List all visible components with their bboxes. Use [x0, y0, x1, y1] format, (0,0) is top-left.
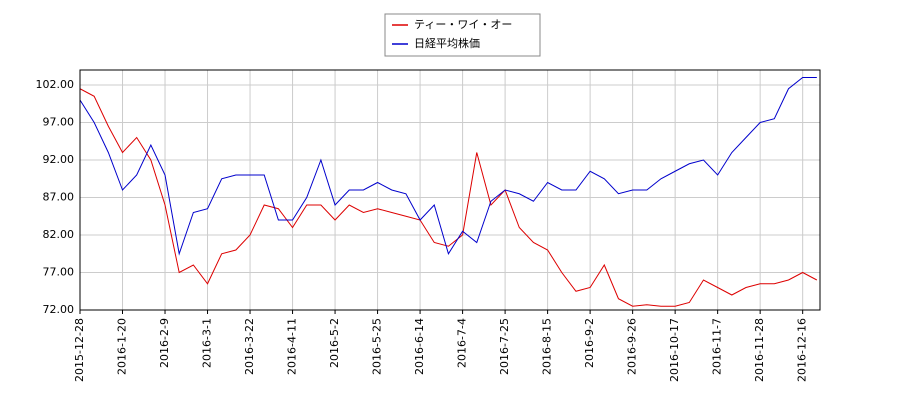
- legend-label: ティー・ワイ・オー: [414, 18, 512, 31]
- y-tick-label: 72.00: [43, 303, 75, 316]
- y-tick-label: 77.00: [43, 266, 75, 279]
- x-tick-label: 2016-6-14: [413, 318, 426, 375]
- x-tick-label: 2016-5-2: [328, 318, 341, 368]
- x-tick-label: 2016-3-22: [243, 318, 256, 375]
- x-tick-label: 2016-12-16: [796, 318, 809, 382]
- x-tick-label: 2016-7-4: [456, 318, 469, 368]
- x-tick-label: 2016-8-15: [541, 318, 554, 375]
- plot-area: [79, 69, 821, 311]
- y-tick-label: 87.00: [43, 191, 75, 204]
- series-line: [79, 77, 817, 256]
- x-tick-label: 2015-12-28: [73, 318, 86, 382]
- plot-border: [79, 69, 821, 311]
- x-tick-label: 2016-9-26: [626, 318, 639, 375]
- legend-label: 日経平均株価: [414, 36, 480, 50]
- x-tick-label: 2016-11-28: [753, 318, 766, 382]
- series-line: [79, 88, 818, 307]
- x-tick-label: 2016-4-11: [286, 318, 299, 375]
- x-tick-label: 2016-11-7: [711, 318, 724, 375]
- x-tick-label: 2016-9-2: [583, 318, 596, 368]
- y-tick-label: 92.00: [43, 153, 75, 166]
- x-tick-label: 2016-10-17: [668, 318, 681, 382]
- x-tick-label: 2016-5-25: [371, 318, 384, 375]
- legend: [384, 13, 541, 57]
- x-tick-label: 2016-3-1: [201, 318, 214, 368]
- x-tick-label: 2016-7-25: [498, 318, 511, 375]
- x-tick-label: 2016-2-9: [158, 318, 171, 368]
- x-tick-label: 2016-1-20: [116, 318, 129, 375]
- y-tick-label: 102.00: [36, 78, 75, 91]
- y-tick-label: 82.00: [43, 228, 75, 241]
- y-tick-label: 97.00: [43, 116, 75, 129]
